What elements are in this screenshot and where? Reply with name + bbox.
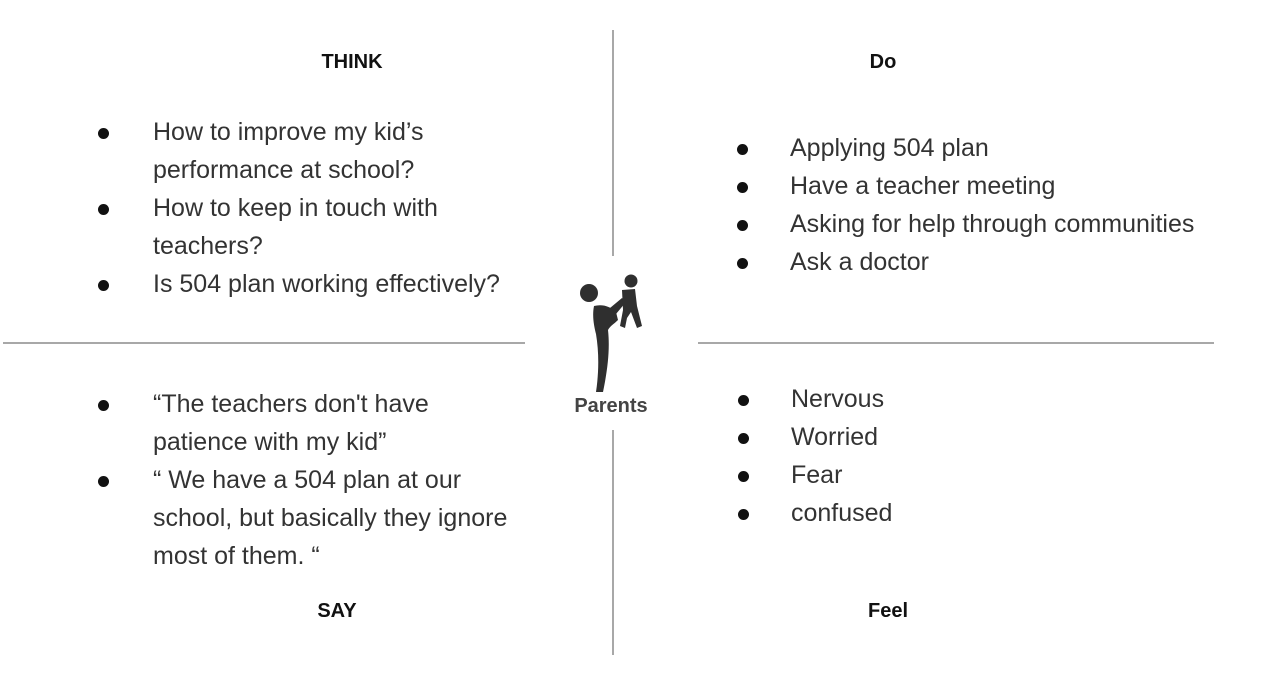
think-list: How to improve my kid’s performance at s… bbox=[98, 113, 518, 303]
bullet-icon bbox=[738, 395, 749, 406]
bullet-icon bbox=[98, 400, 109, 411]
list-item: Worried bbox=[738, 418, 1138, 456]
do-heading: Do bbox=[869, 51, 897, 73]
bullet-icon bbox=[738, 471, 749, 482]
list-item: How to improve my kid’s performance at s… bbox=[98, 113, 518, 189]
center-label: Parents bbox=[574, 395, 648, 417]
list-item: “The teachers don't have patience with m… bbox=[98, 385, 523, 461]
divider-vertical-top bbox=[612, 30, 614, 256]
think-heading: THINK bbox=[321, 51, 383, 73]
bullet-icon bbox=[98, 476, 109, 487]
bullet-icon bbox=[738, 509, 749, 520]
list-item: Nervous bbox=[738, 380, 1138, 418]
bullet-icon bbox=[737, 144, 748, 155]
divider-horizontal-right bbox=[698, 342, 1214, 344]
list-item: Applying 504 plan bbox=[737, 129, 1237, 167]
bullet-icon bbox=[98, 204, 109, 215]
bullet-icon bbox=[98, 128, 109, 139]
list-item: Fear bbox=[738, 456, 1138, 494]
list-item: Asking for help through communities bbox=[737, 205, 1237, 243]
say-heading: SAY bbox=[317, 600, 357, 622]
divider-vertical-bottom bbox=[612, 430, 614, 655]
feel-heading: Feel bbox=[867, 600, 909, 622]
list-item: confused bbox=[738, 494, 1138, 532]
list-item: Have a teacher meeting bbox=[737, 167, 1237, 205]
divider-horizontal-left bbox=[3, 342, 525, 344]
say-list: “The teachers don't have patience with m… bbox=[98, 385, 523, 575]
parent-lifting-child-icon bbox=[580, 274, 642, 392]
list-item: “ We have a 504 plan at our school, but … bbox=[98, 461, 523, 575]
do-list: Applying 504 plan Have a teacher meeting… bbox=[737, 129, 1237, 281]
list-item: How to keep in touch with teachers? bbox=[98, 189, 518, 265]
bullet-icon bbox=[98, 280, 109, 291]
list-item: Is 504 plan working effectively? bbox=[98, 265, 518, 303]
bullet-icon bbox=[737, 258, 748, 269]
list-item: Ask a doctor bbox=[737, 243, 1237, 281]
bullet-icon bbox=[737, 220, 748, 231]
bullet-icon bbox=[737, 182, 748, 193]
bullet-icon bbox=[738, 433, 749, 444]
feel-list: Nervous Worried Fear confused bbox=[738, 380, 1138, 532]
